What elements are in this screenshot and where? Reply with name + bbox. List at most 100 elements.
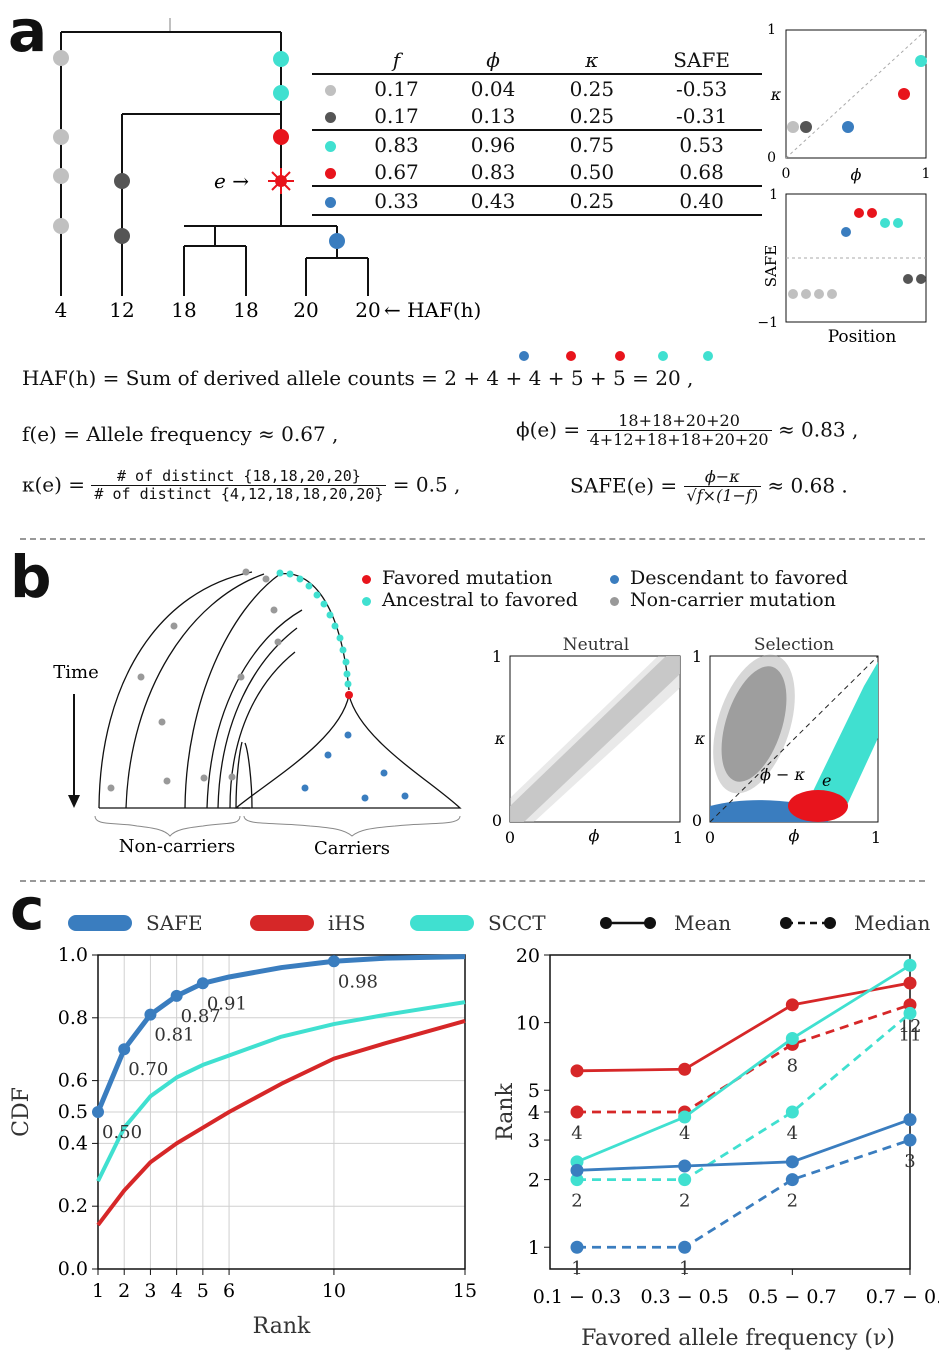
legend-item: iHS: [250, 906, 366, 940]
legend-item: Favored mutation: [362, 567, 553, 589]
data-label: 3: [904, 1151, 915, 1172]
legend-swatch: [250, 915, 314, 931]
data-label: 11: [899, 1024, 922, 1045]
row-color-dot: [312, 158, 349, 186]
mini-x-right: 1: [922, 166, 931, 182]
cell-kappa: 0.25: [569, 76, 615, 101]
x-tick-label: 6: [223, 1280, 235, 1302]
legend-item: SAFE: [68, 906, 203, 940]
cell-f: 0.17: [374, 103, 419, 128]
x-tick-label: 15: [453, 1280, 477, 1302]
series-point: [903, 1113, 917, 1127]
col-f: f: [392, 47, 401, 72]
cell-safe: -0.31: [675, 103, 728, 128]
cell-phi: 0.83: [470, 159, 516, 184]
kappa-denominator: # of distinct {4,12,18,18,20,20}: [94, 485, 384, 504]
col-safe: SAFE: [673, 47, 730, 72]
data-label: 4: [571, 1123, 582, 1144]
y-tick-label: 0.5: [58, 1101, 88, 1123]
legend-item: Descendant to favored: [610, 567, 848, 589]
series-point: [785, 1155, 799, 1169]
tip-label: 20: [293, 298, 318, 322]
genealogy-tree: e → 4 12 18 18 20 20 ← HAF(h): [53, 18, 481, 322]
kappa-equation: κ(e) = # of distinct {18,18,20,20} # of d…: [22, 467, 460, 504]
data-label: 2: [787, 1191, 798, 1212]
series-point: [903, 1006, 917, 1020]
cell-f: 0.67: [374, 159, 419, 184]
table-row: 0.33 0.43 0.25 0.40: [312, 186, 762, 215]
x-tick-label: 2: [118, 1280, 130, 1302]
data-label: 0.87: [181, 1006, 221, 1027]
legend-item: Ancestral to favored: [362, 589, 578, 611]
non-carriers-label: Non-carriers: [119, 836, 236, 857]
cell-phi: 0.04: [470, 76, 516, 101]
cell-kappa: 0.75: [569, 132, 615, 157]
cell-kappa: 0.25: [569, 103, 615, 128]
series-point: [570, 1064, 584, 1078]
data-label: 0.50: [102, 1122, 142, 1143]
selection-y-top: 1: [692, 647, 702, 666]
neutral-title: Neutral: [563, 635, 629, 655]
series-line-scct: [96, 1000, 466, 1182]
selection-annotation-e: e: [822, 771, 831, 790]
safe-y-bottom: −1: [757, 315, 778, 331]
row-color-dot: [312, 130, 349, 158]
neutral-x-left: 0: [505, 828, 515, 847]
mini-ylabel: κ: [770, 85, 782, 104]
legend-swatch: [600, 917, 656, 929]
series-line: [577, 1003, 911, 1114]
divider-bc: [20, 880, 925, 882]
series-point: [785, 1173, 799, 1187]
phi-rhs: ≈ 0.83 ,: [777, 417, 859, 442]
y-tick-label: 0.8: [58, 1007, 88, 1029]
haf-equation: HAF(h) = Sum of derived allele counts = …: [22, 366, 694, 390]
neutral-y-top: 1: [492, 647, 502, 666]
safe-point: [92, 1106, 104, 1118]
x-tick-label: 0.7 − 0.9: [866, 1286, 939, 1308]
y-tick-label: 1: [528, 1237, 540, 1259]
phi-denominator: 4+12+18+18+20+20: [589, 430, 769, 450]
data-label: 4: [679, 1123, 690, 1144]
data-label: 0.81: [154, 1025, 194, 1046]
row-color-dot: [312, 74, 349, 102]
cell-safe: 0.68: [679, 159, 724, 184]
selection-xlabel: ϕ: [789, 826, 800, 845]
series-point: [785, 998, 799, 1012]
cell-f: 0.33: [374, 188, 419, 213]
series-point: [903, 1133, 917, 1147]
y-tick-label: 20: [516, 945, 540, 967]
safe-point: [144, 1008, 157, 1021]
cell-kappa: 0.25: [569, 188, 615, 213]
row-color-dot: [312, 186, 349, 215]
legend-label: iHS: [328, 911, 366, 935]
cell-phi: 0.96: [470, 132, 516, 157]
data-label: 2: [679, 1191, 690, 1212]
legend-dot: [610, 596, 619, 606]
plot-frame: [549, 954, 911, 1270]
tip-label: 18: [233, 298, 258, 322]
mini-kappa-phi-plot: 1 0 0 1 ϕ κ: [767, 22, 931, 184]
selection-x-right: 1: [871, 828, 881, 847]
series-point: [570, 1163, 584, 1177]
col-kappa: κ: [585, 47, 599, 72]
table-row: 0.17 0.13 0.25 -0.31: [312, 102, 762, 130]
tip-label: 20: [355, 298, 380, 322]
legend-label: Favored mutation: [382, 567, 553, 589]
y-tick-label: 2: [528, 1170, 540, 1192]
safe-point: [170, 989, 183, 1002]
kappa-numerator: # of distinct {18,18,20,20}: [91, 467, 387, 487]
legend-item: Mean: [596, 906, 731, 940]
series-point: [678, 1240, 692, 1254]
cell-kappa: 0.50: [569, 159, 615, 184]
series-line: [576, 981, 911, 1073]
selection-scatter: Selection ϕ − κ e 1 0 0 1 ϕ κ: [692, 635, 881, 847]
legend-dot: [610, 574, 619, 584]
cell-f: 0.83: [374, 132, 419, 157]
table-row: 0.17 0.04 0.25 -0.53: [312, 74, 762, 102]
safe-point: [118, 1043, 131, 1056]
panel-c-legend: SAFE iHS SCCT Mean Median: [68, 906, 930, 940]
tree-tip-labels: 4 12 18 18 20 20: [55, 298, 381, 322]
divider-ab: [20, 538, 925, 540]
legend-item: SCCT: [410, 906, 546, 940]
series-point: [678, 1159, 692, 1173]
